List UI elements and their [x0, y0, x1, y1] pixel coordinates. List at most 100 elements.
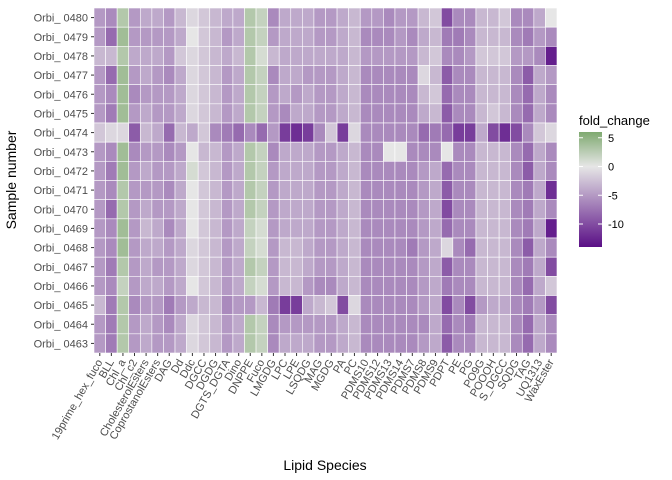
- heatmap-cell: [186, 314, 199, 335]
- heatmap-cell: [394, 103, 407, 124]
- y-tick-label: Orbi_ 0474: [34, 128, 88, 140]
- heatmap-cell: [232, 333, 245, 354]
- heatmap-cell: [464, 161, 477, 181]
- heatmap-cell: [336, 256, 349, 277]
- heatmap-cell: [302, 333, 315, 354]
- heatmap-cell: [174, 122, 187, 143]
- heatmap-cell: [163, 26, 176, 47]
- heatmap-cell: [313, 314, 326, 335]
- heatmap-cell: [359, 7, 373, 28]
- heatmap-cell: [394, 199, 407, 220]
- heatmap-cell: [533, 103, 546, 124]
- x-axis-title: Lipid Species: [283, 457, 366, 473]
- heatmap-cell: [429, 141, 442, 162]
- heatmap-cell: [197, 199, 211, 220]
- heatmap-cell: [174, 333, 187, 354]
- heatmap-cell: [475, 103, 488, 124]
- heatmap-cell: [116, 180, 130, 200]
- heatmap-cell: [383, 46, 396, 66]
- heatmap-cell: [533, 199, 546, 220]
- heatmap-cell: [163, 180, 176, 200]
- heatmap-cell: [197, 103, 211, 124]
- heatmap-cell: [394, 256, 407, 277]
- heatmap-cell: [278, 199, 292, 220]
- heatmap-cell: [140, 7, 153, 28]
- heatmap-cell: [128, 180, 141, 200]
- heatmap-cell: [244, 333, 257, 354]
- legend-tick-label: 0: [608, 162, 614, 174]
- heatmap-cell: [452, 276, 465, 296]
- heatmap-cell: [406, 218, 419, 239]
- heatmap-cell: [498, 161, 512, 181]
- heatmap-cell: [197, 276, 211, 296]
- heatmap-cell: [394, 26, 407, 47]
- heatmap-cell: [510, 295, 523, 315]
- heatmap-cell: [244, 314, 257, 335]
- heatmap-cell: [383, 199, 396, 220]
- heatmap-cell: [394, 218, 407, 239]
- heatmap-cell: [278, 333, 292, 354]
- heatmap-cell: [487, 180, 500, 200]
- heatmap-cell: [105, 180, 118, 200]
- heatmap-cell: [406, 46, 419, 66]
- heatmap-cell: [174, 141, 187, 162]
- heatmap-cell: [545, 237, 558, 258]
- heatmap-cell: [545, 122, 558, 143]
- heatmap-cell: [394, 276, 407, 296]
- heatmap-cell: [417, 295, 430, 315]
- heatmap-cell: [93, 180, 106, 200]
- heatmap-cell: [487, 122, 500, 143]
- heatmap-cell: [313, 333, 326, 354]
- heatmap-cell: [533, 26, 546, 47]
- heatmap-cell: [336, 314, 349, 335]
- heatmap-cell: [221, 295, 234, 315]
- heatmap-cell: [128, 7, 141, 28]
- heatmap-cell: [116, 122, 130, 143]
- heatmap-cell: [348, 333, 361, 354]
- heatmap-cell: [417, 103, 430, 124]
- y-tick-label: Orbi_ 0468: [34, 243, 88, 255]
- heatmap-cell: [186, 276, 199, 296]
- heatmap-cell: [232, 122, 245, 143]
- heatmap-cell: [440, 314, 454, 335]
- heatmap-cell: [174, 161, 187, 181]
- heatmap-cell: [429, 218, 442, 239]
- heatmap-cell: [140, 65, 153, 85]
- heatmap-cell: [533, 314, 546, 335]
- heatmap-cell: [452, 46, 465, 66]
- heatmap-cell: [417, 65, 430, 85]
- heatmap-cell: [394, 333, 407, 354]
- heatmap-cell: [151, 122, 164, 143]
- heatmap-cell: [487, 161, 500, 181]
- heatmap-cell: [383, 276, 396, 296]
- heatmap-cell: [313, 276, 326, 296]
- heatmap-cell: [186, 199, 199, 220]
- heatmap-cell: [452, 122, 465, 143]
- heatmap-cell: [406, 122, 419, 143]
- heatmap-cell: [197, 46, 211, 66]
- heatmap-cell: [290, 256, 303, 277]
- heatmap-cell: [521, 103, 535, 124]
- heatmap-cell: [533, 122, 546, 143]
- heatmap-cell: [186, 333, 199, 354]
- heatmap-cell: [209, 122, 222, 143]
- heatmap-cell: [151, 295, 164, 315]
- heatmap-cell: [371, 161, 384, 181]
- heatmap-cell: [359, 180, 373, 200]
- heatmap-cell: [359, 26, 373, 47]
- heatmap-cell: [510, 314, 523, 335]
- heatmap-cell: [313, 256, 326, 277]
- heatmap-cell: [163, 256, 176, 277]
- heatmap-cell: [267, 314, 280, 335]
- heatmap-cell: [475, 180, 488, 200]
- heatmap-cell: [429, 161, 442, 181]
- heatmap-cell: [521, 180, 535, 200]
- heatmap-cell: [533, 65, 546, 85]
- heatmap-cell: [371, 46, 384, 66]
- heatmap-cell: [383, 333, 396, 354]
- heatmap-cell: [151, 141, 164, 162]
- heatmap-cell: [140, 256, 153, 277]
- heatmap-cell: [128, 333, 141, 354]
- heatmap-cell: [452, 7, 465, 28]
- heatmap-cell: [394, 46, 407, 66]
